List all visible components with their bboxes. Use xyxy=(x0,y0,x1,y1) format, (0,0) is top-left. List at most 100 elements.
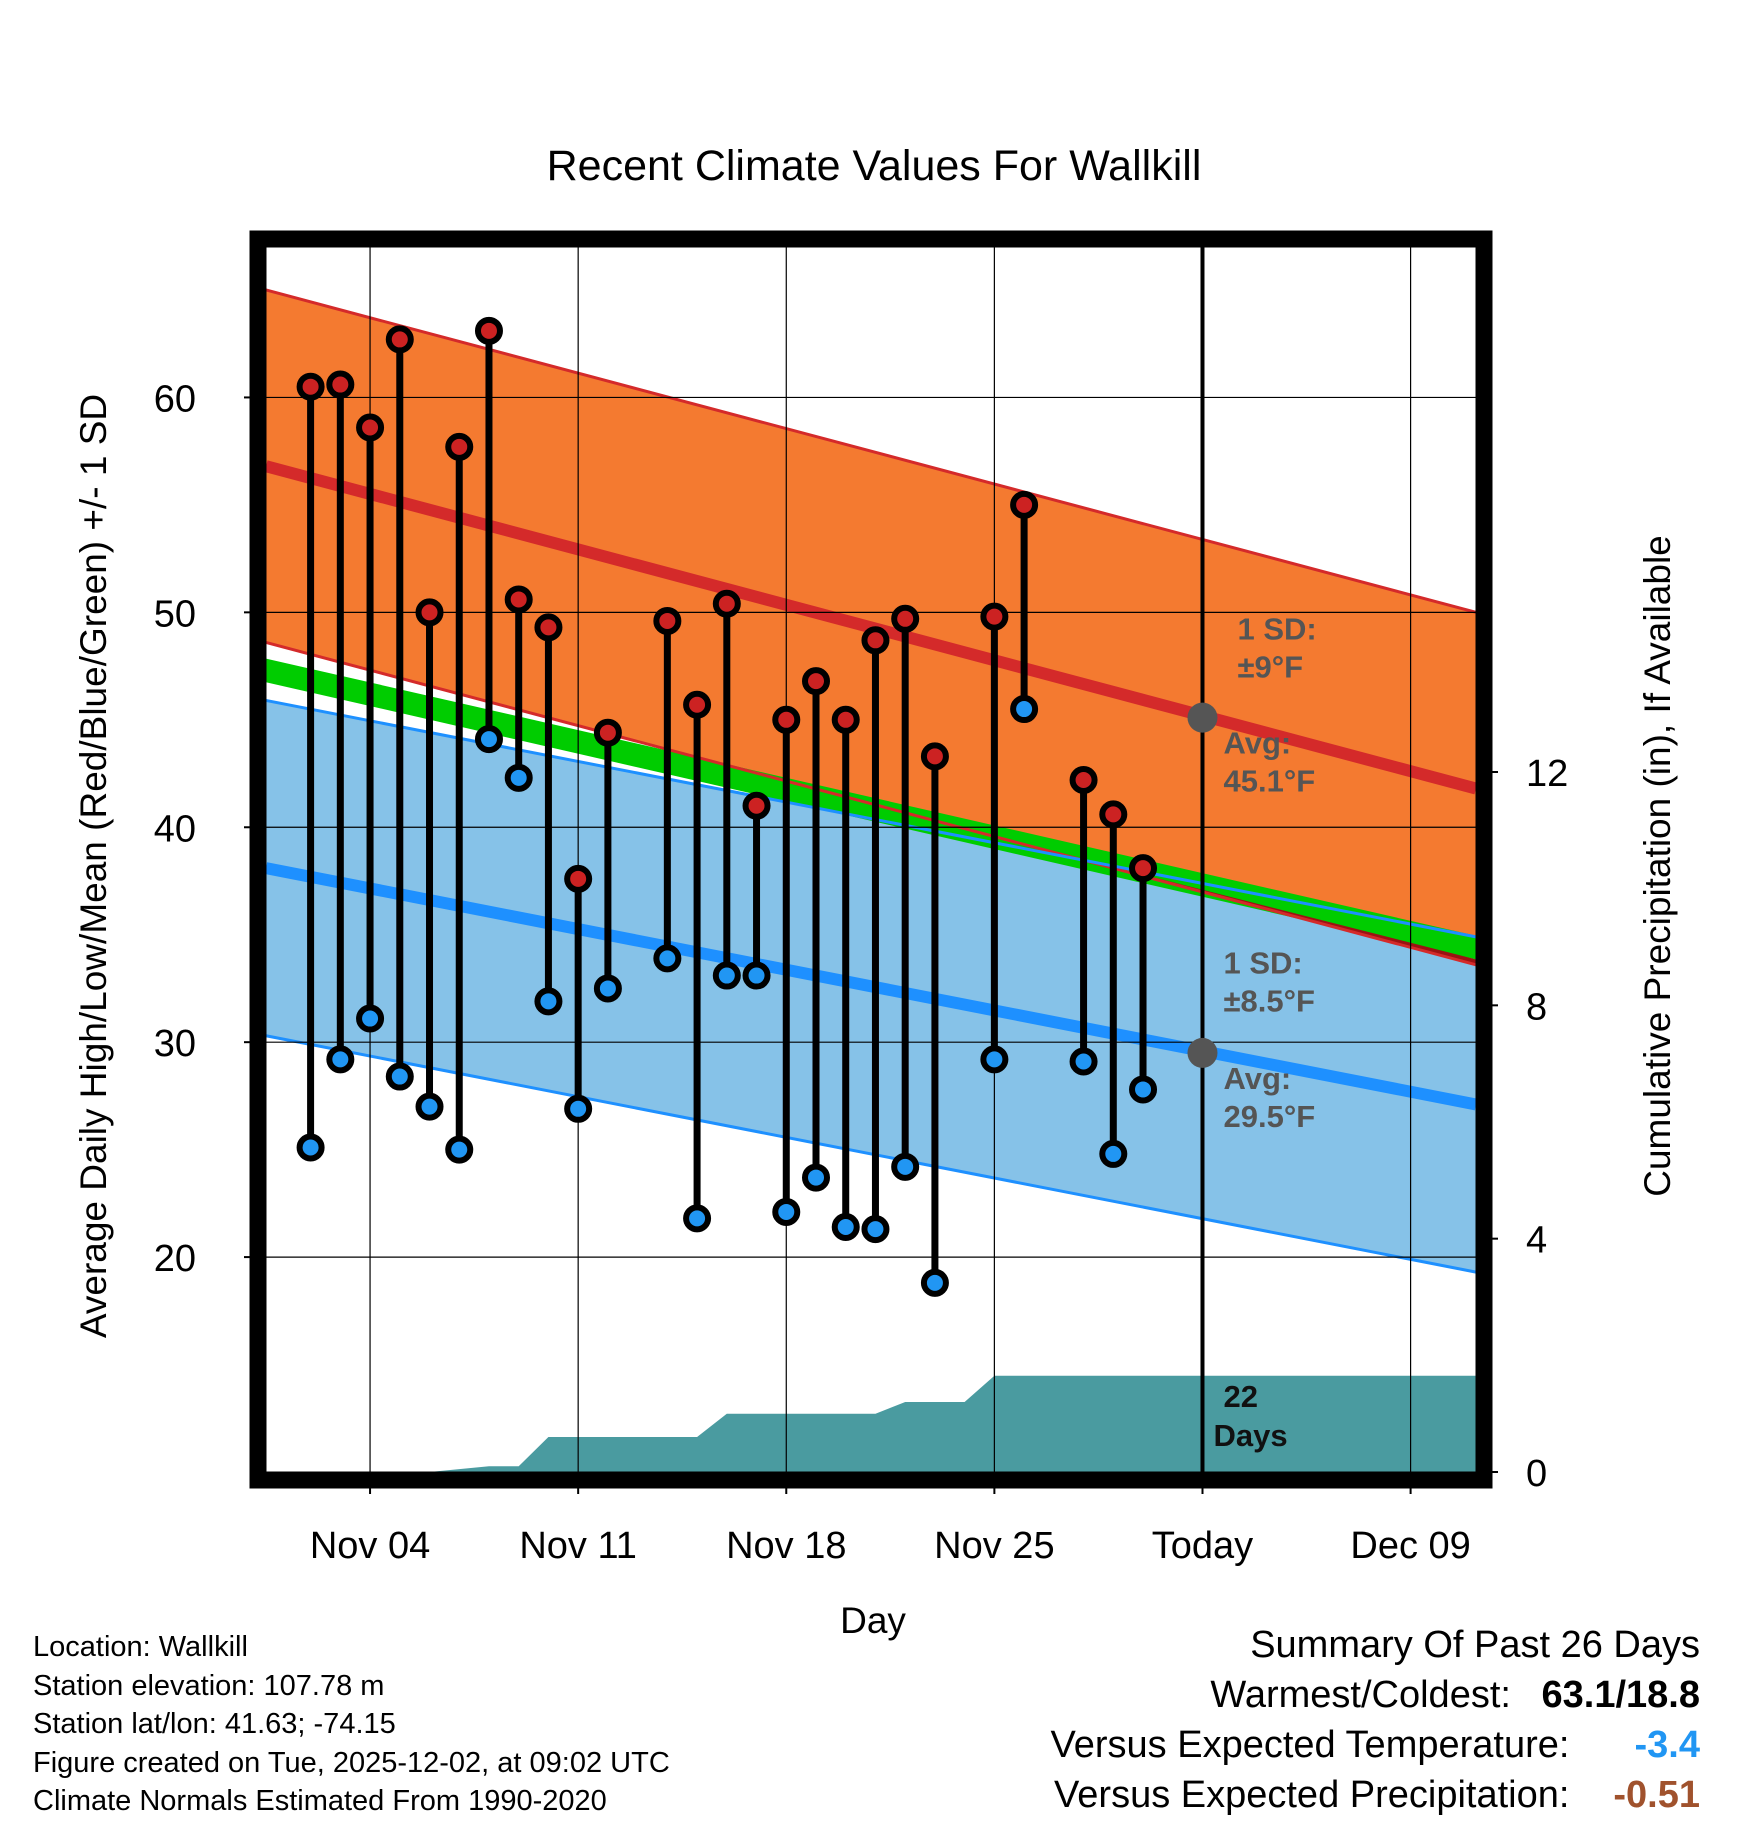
daily-low-marker xyxy=(683,1204,712,1233)
normals-text: Climate Normals Estimated From 1990-2020 xyxy=(33,1785,607,1817)
temp-label: Versus Expected Temperature: xyxy=(1050,1724,1570,1766)
axis-ticks: Nov 04 Nov 11 Nov 18 Nov 25 Today Dec 09 20 30 4… xyxy=(154,289,1568,1567)
daily-low-marker xyxy=(296,1133,325,1162)
daily-high-marker xyxy=(534,613,563,642)
daily-high-marker xyxy=(415,598,444,627)
daily-low-marker xyxy=(474,725,503,754)
precip-value: -0.51 xyxy=(1613,1774,1700,1816)
daily-high-marker xyxy=(296,372,325,401)
high-sd-label: 1 SD: xyxy=(1237,611,1316,646)
daily-high-marker xyxy=(356,413,385,442)
y-tick-label: 20 xyxy=(154,1238,196,1280)
low-lower-sd-line xyxy=(265,1034,1477,1274)
precip-label: Versus Expected Precipitation: xyxy=(1054,1774,1570,1816)
plot-frame xyxy=(249,230,1493,1489)
high-avg-value: 45.1°F xyxy=(1223,764,1315,799)
daily-high-marker xyxy=(326,370,355,399)
daily-high-marker xyxy=(772,705,801,734)
x-tick-label: Nov 04 xyxy=(310,1525,430,1567)
daily-low-marker xyxy=(415,1092,444,1121)
daily-range-bars xyxy=(307,330,1147,1283)
y-tick-label: 50 xyxy=(154,593,196,635)
daily-high-marker xyxy=(683,690,712,719)
y-axis-label: Average Daily High/Low/Mean (Red/Blue/Gr… xyxy=(73,394,114,1338)
daily-low-marker xyxy=(742,961,771,990)
y2-tick-label: 0 xyxy=(1526,1453,1547,1495)
latlon-text: Station lat/lon: 41.63; -74.15 xyxy=(33,1708,396,1740)
daily-high-marker xyxy=(445,432,474,461)
chart-title: Recent Climate Values For Wallkill xyxy=(547,142,1202,190)
daily-low-marker xyxy=(504,763,533,792)
daily-high-marker xyxy=(1010,490,1039,519)
daily-low-marker xyxy=(861,1215,890,1244)
y-tick-label: 30 xyxy=(154,1023,196,1065)
precip-days-word: Days xyxy=(1213,1418,1287,1453)
daily-low-marker xyxy=(385,1062,414,1091)
daily-low-marker xyxy=(1069,1047,1098,1076)
low-avg-value: 29.5°F xyxy=(1223,1099,1315,1134)
daily-high-marker xyxy=(1069,765,1098,794)
temp-value: -3.4 xyxy=(1634,1724,1700,1766)
daily-low-marker xyxy=(920,1268,949,1297)
warm-cold-row: Warmest/Coldest: 63.1/18.8 xyxy=(1051,1670,1700,1720)
x-tick-label: Nov 11 xyxy=(519,1525,637,1567)
daily-low-marker xyxy=(653,944,682,973)
x-tick-label: Nov 25 xyxy=(934,1525,1054,1567)
low-upper-sd-line xyxy=(265,698,1477,939)
daily-high-marker xyxy=(802,667,830,696)
daily-high-marker xyxy=(980,602,1009,631)
today-high-average-dot xyxy=(1187,702,1218,733)
y2-axis-label: Cumulative Precipitation (in), If Availa… xyxy=(1637,535,1678,1197)
daily-high-marker xyxy=(920,742,949,771)
daily-high-marker xyxy=(653,606,682,635)
high-sd-value: ±9°F xyxy=(1237,649,1303,684)
daily-high-marker xyxy=(891,604,920,633)
daily-high-marker xyxy=(564,864,593,893)
y-tick-label: 40 xyxy=(154,808,196,850)
elevation-text: Station elevation: 107.78 m xyxy=(33,1669,385,1702)
daily-low-marker xyxy=(1129,1075,1158,1104)
warm-cold-value: 63.1/18.8 xyxy=(1541,1674,1700,1716)
daily-markers xyxy=(296,316,1158,1297)
daily-low-marker xyxy=(772,1197,801,1226)
daily-low-marker xyxy=(445,1135,474,1164)
daily-high-marker xyxy=(742,791,771,820)
high-lower-sd-line xyxy=(265,640,1477,967)
low-sd-label: 1 SD: xyxy=(1223,945,1302,980)
daily-high-marker xyxy=(712,589,741,618)
x-tick-label: Today xyxy=(1152,1525,1253,1567)
daily-low-marker xyxy=(326,1045,355,1074)
y2-tick-label: 12 xyxy=(1526,753,1568,795)
precip-days-number: 22 xyxy=(1223,1379,1257,1414)
x-tick-label: Nov 18 xyxy=(726,1525,846,1567)
daily-high-marker xyxy=(831,705,860,734)
daily-high-marker xyxy=(385,325,414,354)
low-sd-value: ±8.5°F xyxy=(1223,983,1314,1018)
warm-cold-label: Warmest/Coldest: xyxy=(1210,1674,1511,1716)
cumulative-precipitation-area xyxy=(266,1375,1476,1472)
plot-area xyxy=(264,247,1478,1472)
y2-tick-label: 8 xyxy=(1526,986,1547,1028)
daily-high-marker xyxy=(1099,800,1128,829)
daily-low-marker xyxy=(891,1152,920,1181)
daily-low-marker xyxy=(534,987,563,1016)
summary-panel: Summary Of Past 26 Days Warmest/Coldest:… xyxy=(1051,1620,1700,1820)
daily-low-marker xyxy=(356,1004,385,1033)
x-axis-label: Day xyxy=(840,1600,906,1641)
daily-low-marker xyxy=(712,961,741,990)
daily-high-marker xyxy=(474,316,503,345)
location-text: Location: Wallkill xyxy=(33,1631,248,1663)
x-tick-label: Dec 09 xyxy=(1350,1525,1470,1567)
precip-row: Versus Expected Precipitation: -0.51 xyxy=(1051,1770,1700,1820)
daily-high-marker xyxy=(504,585,533,614)
high-upper-sd-line xyxy=(265,288,1477,614)
daily-high-marker xyxy=(593,718,622,747)
summary-heading: Summary Of Past 26 Days xyxy=(1250,1624,1700,1666)
daily-low-marker xyxy=(564,1094,593,1123)
daily-low-marker xyxy=(831,1213,860,1241)
y-tick-label: 60 xyxy=(154,378,196,420)
daily-low-marker xyxy=(593,974,622,1003)
daily-high-marker xyxy=(861,626,890,655)
low-average-line xyxy=(264,862,1478,1111)
